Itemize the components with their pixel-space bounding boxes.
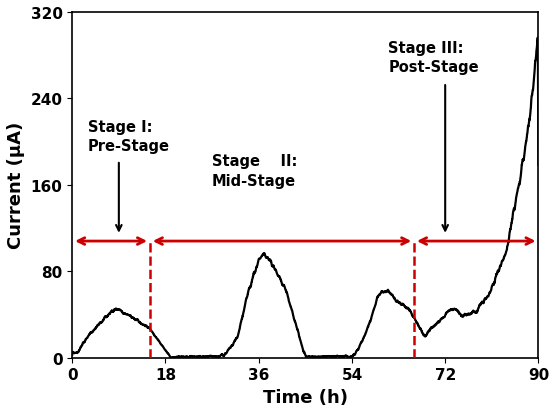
- Text: Stage I:: Stage I:: [88, 119, 152, 135]
- X-axis label: Time (h): Time (h): [263, 388, 348, 406]
- Y-axis label: Current (μA): Current (μA): [7, 122, 25, 249]
- Text: Pre-Stage: Pre-Stage: [88, 139, 170, 154]
- Text: Stage    II:: Stage II:: [212, 154, 297, 169]
- Text: Mid-Stage: Mid-Stage: [212, 173, 296, 188]
- Text: Post-Stage: Post-Stage: [388, 60, 479, 75]
- Text: Stage III:: Stage III:: [388, 41, 464, 56]
